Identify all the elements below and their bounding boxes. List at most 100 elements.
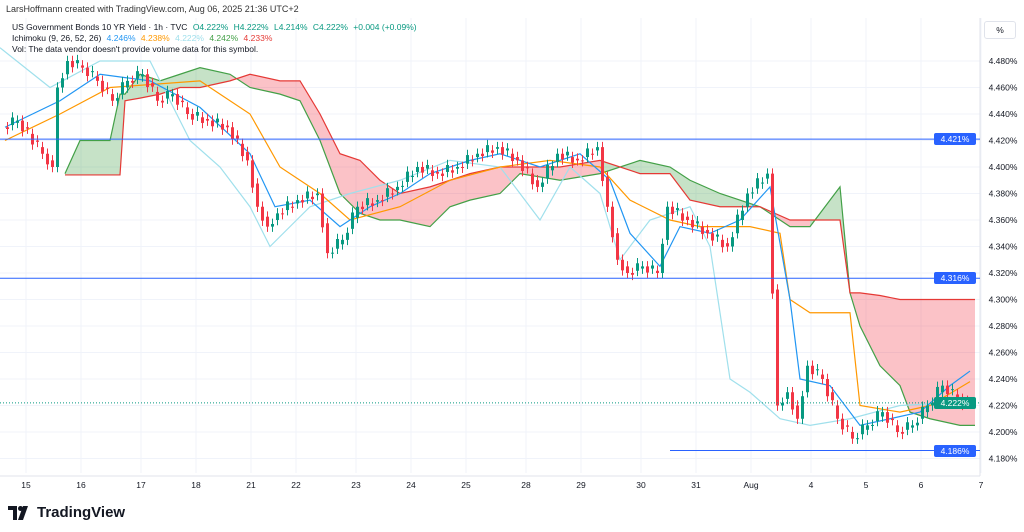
candle-body (666, 206, 669, 240)
candle-body (631, 273, 634, 275)
candle-body (36, 140, 39, 142)
candle-body (431, 170, 434, 176)
cloud-segment (860, 292, 880, 366)
x-tick-label: 5 (864, 480, 869, 490)
candle-body (661, 243, 664, 273)
kijun-line (4, 80, 971, 413)
candle-body (531, 173, 534, 185)
candle-body (286, 201, 289, 211)
candle-body (386, 188, 389, 197)
candle-body (141, 74, 144, 77)
candle-body (556, 153, 559, 163)
candle-body (851, 432, 854, 439)
tradingview-logo[interactable]: TradingView (8, 504, 125, 521)
candle-body (701, 226, 704, 234)
lagging-value: 4.222% (175, 33, 204, 43)
candle-body (96, 76, 99, 81)
candle-body (706, 229, 709, 234)
candle-body (826, 379, 829, 397)
candle-body (916, 422, 919, 426)
candle-body (161, 100, 164, 103)
candle-body (231, 127, 234, 140)
candle-body (516, 157, 519, 161)
candle-body (181, 100, 184, 103)
candle-body (236, 135, 239, 139)
candle-body (251, 160, 254, 188)
x-tick-label: 16 (76, 480, 86, 490)
cloud-segment (520, 167, 560, 181)
candle-body (436, 171, 439, 174)
candle-body (521, 160, 524, 171)
candle-body (546, 165, 549, 179)
y-tick-label: 4.320% (989, 268, 1018, 278)
candle-body (301, 200, 304, 203)
candle-body (51, 160, 54, 167)
candle-body (721, 239, 724, 248)
x-tick-label: 17 (136, 480, 146, 490)
candle-body (576, 158, 579, 161)
candle-body (926, 405, 929, 413)
candle-body (466, 155, 469, 164)
lagging-span-line (0, 47, 951, 426)
candle-body (841, 418, 844, 430)
candle-body (896, 425, 899, 432)
cloud-segment (830, 186, 840, 220)
price-unit-button[interactable]: % (984, 21, 1016, 39)
candle-body (171, 94, 174, 97)
span-b-value: 4.233% (243, 33, 273, 43)
y-tick-label: 4.200% (989, 427, 1018, 437)
ichimoku-legend[interactable]: Ichimoku (9, 26, 52, 26) 4.246% 4.238% 4… (12, 33, 420, 44)
candle-body (11, 117, 14, 126)
price-chart[interactable]: 4.480% 4.460% 4.440% 4.420% 4.400% 4.380% 4.36… (0, 18, 1024, 496)
y-tick-label: 4.460% (989, 83, 1018, 93)
candle-body (41, 147, 44, 154)
candle-body (21, 120, 24, 132)
last-price-tag: 4.222% (934, 396, 976, 409)
y-tick-label: 4.420% (989, 136, 1018, 146)
candle-body (506, 148, 509, 151)
cloud-segment (670, 167, 690, 201)
candle-body (6, 127, 9, 130)
candle-body (351, 212, 354, 229)
candle-body (561, 153, 564, 160)
candle-body (601, 147, 604, 181)
candle-body (776, 289, 779, 406)
candle-body (446, 165, 449, 172)
candle-body (381, 200, 384, 202)
ichimoku-name: Ichimoku (9, 26, 52, 26) (12, 33, 102, 43)
candle-body (656, 270, 659, 273)
candle-body (856, 438, 859, 440)
candle-body (931, 402, 934, 406)
candle-body (271, 223, 274, 227)
candle-body (696, 221, 699, 224)
x-tick-label: 31 (691, 480, 701, 490)
y-tick-label: 4.340% (989, 242, 1018, 252)
candle-body (256, 183, 259, 207)
candle-body (66, 61, 69, 75)
candle-body (956, 394, 959, 399)
open-value: O4.222% (192, 22, 229, 32)
candle-body (906, 422, 909, 430)
candle-body (616, 233, 619, 260)
candle-body (376, 200, 379, 202)
candle-body (401, 185, 404, 187)
cloud-segment (690, 180, 720, 207)
cloud-segment (300, 80, 320, 141)
candle-body (56, 87, 59, 167)
close-value: C4.222% (312, 22, 348, 32)
candle-body (151, 83, 154, 87)
x-tick-label: 28 (521, 480, 531, 490)
candle-body (131, 80, 134, 83)
candle-body (331, 252, 334, 254)
candle-body (681, 213, 684, 221)
candle-body (581, 160, 584, 162)
chart-legend: US Government Bonds 10 YR Yield · 1h · T… (12, 22, 420, 55)
candle-body (566, 151, 569, 156)
y-tick-label: 4.380% (989, 189, 1018, 199)
candle-body (821, 374, 824, 379)
horizontal-line-price-tag: 4.421% (934, 133, 976, 146)
symbol-legend[interactable]: US Government Bonds 10 YR Yield · 1h · T… (12, 22, 420, 33)
candle-body (491, 150, 494, 153)
candle-body (646, 266, 649, 273)
span-b-line (65, 73, 975, 301)
